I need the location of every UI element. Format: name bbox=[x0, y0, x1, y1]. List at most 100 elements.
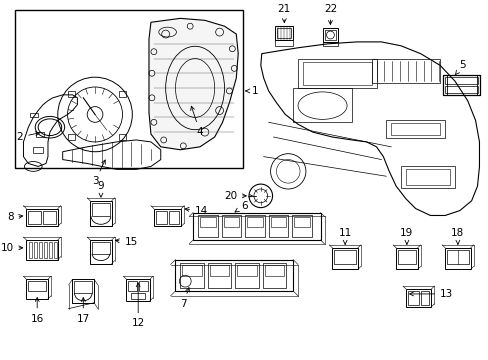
Bar bbox=[264, 265, 284, 276]
Bar bbox=[275, 26, 292, 40]
Bar bbox=[67, 134, 75, 140]
Bar bbox=[293, 217, 309, 227]
Text: 14: 14 bbox=[184, 206, 208, 216]
Bar bbox=[200, 217, 215, 227]
Bar bbox=[28, 211, 41, 224]
Text: 1: 1 bbox=[245, 86, 258, 96]
Text: 15: 15 bbox=[115, 237, 138, 247]
Bar bbox=[324, 30, 336, 40]
Text: 8: 8 bbox=[7, 212, 22, 222]
Bar bbox=[405, 170, 449, 185]
Bar bbox=[322, 28, 338, 42]
Bar bbox=[407, 291, 418, 305]
Bar bbox=[209, 265, 229, 276]
Bar bbox=[119, 91, 126, 97]
Bar bbox=[26, 208, 58, 226]
Text: 7: 7 bbox=[180, 288, 189, 309]
Bar bbox=[74, 281, 92, 293]
Bar bbox=[223, 217, 239, 227]
Text: 10: 10 bbox=[0, 243, 22, 253]
Text: 9: 9 bbox=[98, 181, 104, 197]
Bar bbox=[420, 291, 428, 305]
Bar bbox=[67, 91, 75, 97]
Bar bbox=[322, 42, 338, 46]
Text: 11: 11 bbox=[338, 228, 351, 244]
Bar bbox=[235, 262, 258, 288]
Bar bbox=[386, 120, 444, 138]
Bar bbox=[207, 262, 231, 288]
Polygon shape bbox=[149, 18, 238, 150]
Bar bbox=[43, 211, 56, 224]
Bar bbox=[26, 240, 58, 260]
Bar bbox=[168, 211, 179, 224]
Bar bbox=[246, 217, 262, 227]
Bar bbox=[275, 40, 292, 46]
Bar bbox=[292, 88, 351, 122]
Bar bbox=[303, 62, 371, 85]
Bar bbox=[237, 265, 256, 276]
Bar bbox=[128, 281, 137, 291]
Bar bbox=[15, 9, 243, 168]
Bar bbox=[28, 281, 46, 291]
Bar bbox=[29, 242, 32, 258]
Bar bbox=[54, 242, 57, 258]
Bar bbox=[180, 262, 203, 288]
Bar bbox=[291, 216, 311, 237]
Bar bbox=[476, 75, 480, 95]
Bar bbox=[390, 123, 439, 135]
Text: 22: 22 bbox=[323, 4, 336, 24]
Bar bbox=[36, 132, 44, 137]
Bar bbox=[72, 279, 94, 303]
Bar bbox=[262, 262, 285, 288]
Bar bbox=[198, 216, 217, 237]
Bar bbox=[90, 201, 111, 226]
Text: 3: 3 bbox=[92, 160, 105, 186]
Bar bbox=[270, 217, 285, 227]
Bar bbox=[268, 216, 287, 237]
Bar bbox=[39, 242, 42, 258]
Bar bbox=[119, 134, 126, 140]
Bar bbox=[44, 242, 47, 258]
Bar bbox=[395, 248, 417, 269]
Text: 2: 2 bbox=[17, 132, 40, 142]
Bar bbox=[126, 279, 150, 301]
Bar bbox=[298, 59, 376, 88]
Bar bbox=[442, 75, 446, 95]
Bar bbox=[244, 216, 264, 237]
Text: 16: 16 bbox=[30, 298, 44, 324]
Bar bbox=[26, 279, 48, 299]
Text: 12: 12 bbox=[131, 283, 144, 328]
Bar bbox=[332, 248, 357, 269]
Bar bbox=[182, 265, 202, 276]
Bar bbox=[444, 77, 478, 84]
Bar bbox=[446, 250, 468, 264]
Bar bbox=[442, 75, 480, 95]
Text: 20: 20 bbox=[224, 191, 246, 201]
Text: 13: 13 bbox=[409, 289, 452, 299]
Bar bbox=[277, 28, 290, 38]
Bar bbox=[334, 250, 355, 264]
Bar bbox=[397, 250, 415, 264]
Bar bbox=[154, 208, 181, 226]
Bar bbox=[92, 242, 109, 254]
Text: 18: 18 bbox=[450, 228, 464, 244]
Text: 17: 17 bbox=[77, 298, 90, 324]
Bar bbox=[92, 203, 109, 216]
Bar bbox=[400, 166, 454, 188]
Bar bbox=[33, 147, 43, 153]
Text: 19: 19 bbox=[400, 228, 413, 244]
Bar bbox=[405, 289, 430, 307]
Text: 5: 5 bbox=[454, 60, 465, 75]
Bar bbox=[444, 248, 469, 269]
Text: 4: 4 bbox=[190, 106, 203, 137]
Bar bbox=[49, 242, 52, 258]
Bar bbox=[175, 260, 292, 291]
Bar bbox=[30, 113, 38, 117]
Bar bbox=[371, 59, 439, 83]
Bar bbox=[193, 212, 320, 240]
Text: 6: 6 bbox=[235, 201, 247, 212]
Bar bbox=[131, 293, 145, 299]
Bar bbox=[156, 211, 166, 224]
Bar bbox=[221, 216, 241, 237]
Bar bbox=[444, 86, 478, 93]
